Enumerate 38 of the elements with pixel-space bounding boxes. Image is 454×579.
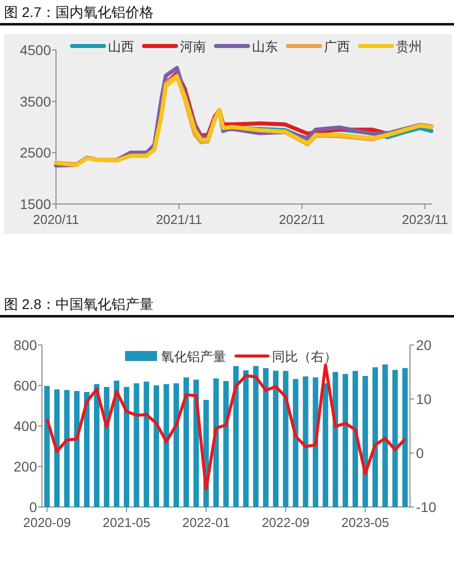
y-tick-label: 400: [14, 418, 38, 434]
legend-label: 贵州: [396, 39, 422, 54]
x-tick-label: 2022/11: [278, 212, 325, 227]
y2-tick-label: 10: [416, 391, 432, 407]
legend-item: 贵州: [358, 39, 422, 54]
legend-label: 山西: [108, 39, 134, 54]
legend-item: 河南: [142, 39, 206, 54]
x-tick-label: 2023/11: [402, 212, 448, 227]
legend-item: 山东: [214, 39, 278, 54]
y2-tick-label: -10: [416, 499, 436, 515]
y-tick-label: 2500: [20, 144, 52, 161]
legend-label: 河南: [180, 39, 206, 54]
title: 图 2.7：国内氧化铝价格: [4, 4, 154, 20]
y-tick-label: 600: [14, 378, 38, 394]
y-tick-label: 3500: [20, 93, 52, 110]
legend-label: 山东: [252, 39, 278, 54]
y-tick-label: 800: [14, 337, 38, 353]
x-tick-label: 2021-05: [102, 515, 150, 530]
x-tick-label: 2021/11: [156, 212, 202, 227]
title: 图 2.8：中国氧化铝产量: [4, 296, 154, 312]
y-tick-label: 4500: [20, 42, 52, 58]
x-tick-label: 2022-01: [182, 515, 230, 530]
x-tick-label: 2023-05: [341, 515, 390, 530]
y2-tick-label: 20: [416, 337, 432, 353]
y-tick-label: 200: [14, 458, 38, 474]
legend-label: 氧化铝产量: [161, 349, 226, 364]
legend-item: 同比（右）: [234, 349, 337, 364]
x-tick-label: 2020/11: [32, 212, 80, 227]
legend-label: 同比（右）: [272, 349, 337, 364]
x-tick-label: 2022-09: [262, 515, 310, 530]
y-tick-label: 0: [29, 499, 38, 515]
legend-item: 氧化铝产量: [125, 349, 226, 364]
legend-item: 山西: [70, 39, 134, 54]
x-tick-label: 2020-09: [23, 515, 71, 530]
y2-tick-label: 0: [416, 445, 424, 461]
y-tick-label: 1500: [20, 196, 52, 212]
legend-label: 广西: [324, 39, 350, 54]
legend-item: 广西: [286, 39, 350, 54]
